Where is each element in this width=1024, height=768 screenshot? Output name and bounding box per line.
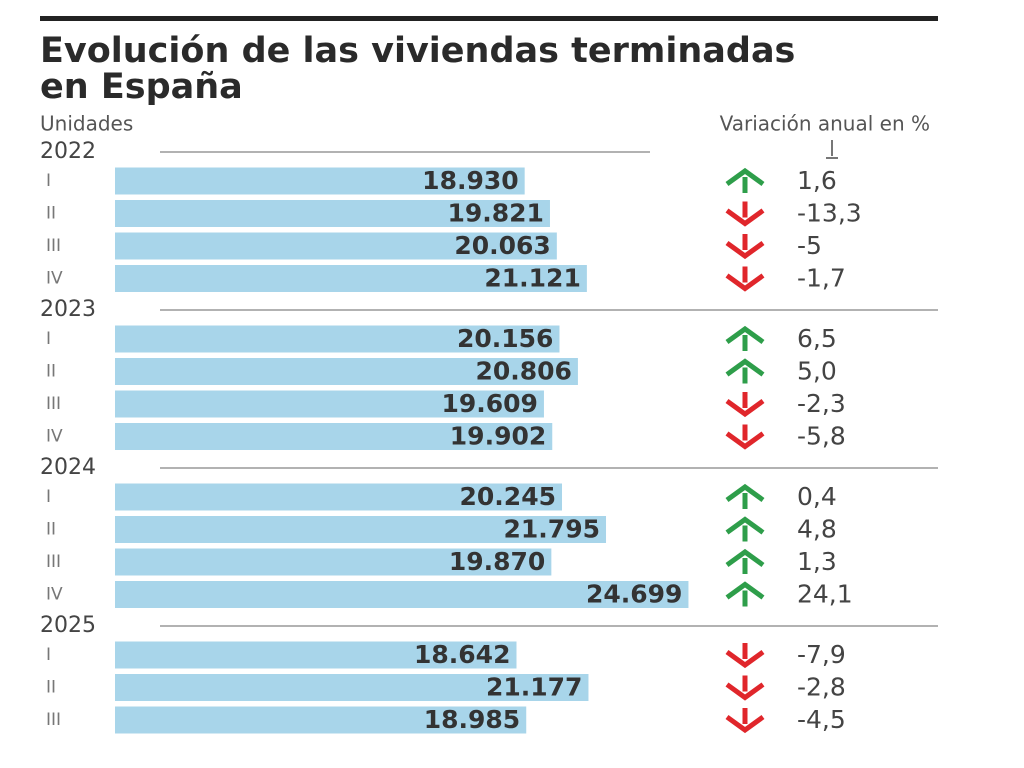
quarter-label: I xyxy=(46,645,51,665)
variation-label: -4,5 xyxy=(797,705,846,734)
variation-label: -7,9 xyxy=(797,640,846,669)
variation-label: -13,3 xyxy=(797,199,862,228)
value-label: 18.642 xyxy=(414,640,510,669)
value-label: 19.902 xyxy=(450,422,546,451)
quarter-label: III xyxy=(46,394,61,414)
value-label: 20.156 xyxy=(457,324,553,353)
bar xyxy=(115,358,578,385)
year-label: 2024 xyxy=(40,455,96,480)
variation-label: -2,8 xyxy=(797,673,846,702)
value-label: 21.121 xyxy=(484,264,580,293)
variation-label: 24,1 xyxy=(797,580,853,609)
quarter-label: II xyxy=(46,520,56,540)
bar xyxy=(115,516,607,543)
arrow-down xyxy=(725,675,765,701)
bar xyxy=(115,325,560,353)
arrow-down xyxy=(725,201,765,227)
value-label: 20.063 xyxy=(454,231,550,260)
bar xyxy=(115,232,557,260)
variation-label: 4,8 xyxy=(797,515,837,544)
year-label: 2023 xyxy=(40,297,96,322)
quarter-label: IV xyxy=(46,585,63,605)
bar xyxy=(115,423,553,450)
bar xyxy=(115,200,550,227)
quarter-label: II xyxy=(46,678,56,698)
value-label: 21.177 xyxy=(486,673,582,702)
value-label: 20.245 xyxy=(460,482,556,511)
arrow-down xyxy=(725,643,765,669)
variation-label: 5,0 xyxy=(797,357,837,386)
pointer-icon xyxy=(826,140,838,159)
chart-title: Evolución de las viviendas terminadas en … xyxy=(40,31,795,107)
bar xyxy=(115,548,552,576)
value-label: 20.806 xyxy=(475,357,571,386)
arrow-up xyxy=(725,581,765,607)
bar xyxy=(115,581,689,608)
variation-label: -1,7 xyxy=(797,264,846,293)
value-label: 19.870 xyxy=(449,547,545,576)
unit-label: Unidades xyxy=(40,112,133,136)
quarter-label: I xyxy=(46,329,51,349)
arrow-down xyxy=(725,708,765,734)
arrow-down xyxy=(725,266,765,292)
value-label: 21.795 xyxy=(504,515,600,544)
variation-label: 1,6 xyxy=(797,166,837,195)
variation-label: -2,3 xyxy=(797,389,846,418)
arrow-up xyxy=(725,483,765,509)
bar xyxy=(115,706,527,734)
top-rule xyxy=(40,16,938,21)
bar xyxy=(115,641,517,669)
value-label: 19.609 xyxy=(441,389,537,418)
variation-title: Variación anual en % xyxy=(720,112,930,136)
bar xyxy=(115,390,544,418)
quarter-label: IV xyxy=(46,427,63,447)
quarter-label: II xyxy=(46,362,56,382)
quarter-label: III xyxy=(46,552,61,572)
bar xyxy=(115,674,589,701)
bar xyxy=(115,167,525,195)
arrow-down xyxy=(725,234,765,260)
year-label: 2022 xyxy=(40,139,96,164)
value-label: 19.821 xyxy=(447,199,543,228)
quarter-label: III xyxy=(46,236,61,256)
value-label: 18.930 xyxy=(422,166,518,195)
year-label: 2025 xyxy=(40,613,96,638)
variation-label: -5,8 xyxy=(797,422,846,451)
bar xyxy=(115,265,587,292)
quarter-label: I xyxy=(46,171,51,191)
variation-label: 0,4 xyxy=(797,482,837,511)
bar xyxy=(115,483,563,511)
quarter-label: I xyxy=(46,487,51,507)
arrow-up xyxy=(725,167,765,193)
variation-label: 6,5 xyxy=(797,324,837,353)
quarter-label: II xyxy=(46,204,56,224)
variation-label: 1,3 xyxy=(797,547,837,576)
arrow-up xyxy=(725,325,765,351)
value-label: 18.985 xyxy=(424,705,520,734)
variation-label: -5 xyxy=(797,231,822,260)
arrow-down xyxy=(725,424,765,450)
arrow-up xyxy=(725,548,765,574)
arrow-up xyxy=(725,516,765,542)
value-label: 24.699 xyxy=(586,580,682,609)
quarter-label: IV xyxy=(46,269,63,289)
arrow-up xyxy=(725,358,765,384)
quarter-label: III xyxy=(46,710,61,730)
arrow-down xyxy=(725,392,765,418)
